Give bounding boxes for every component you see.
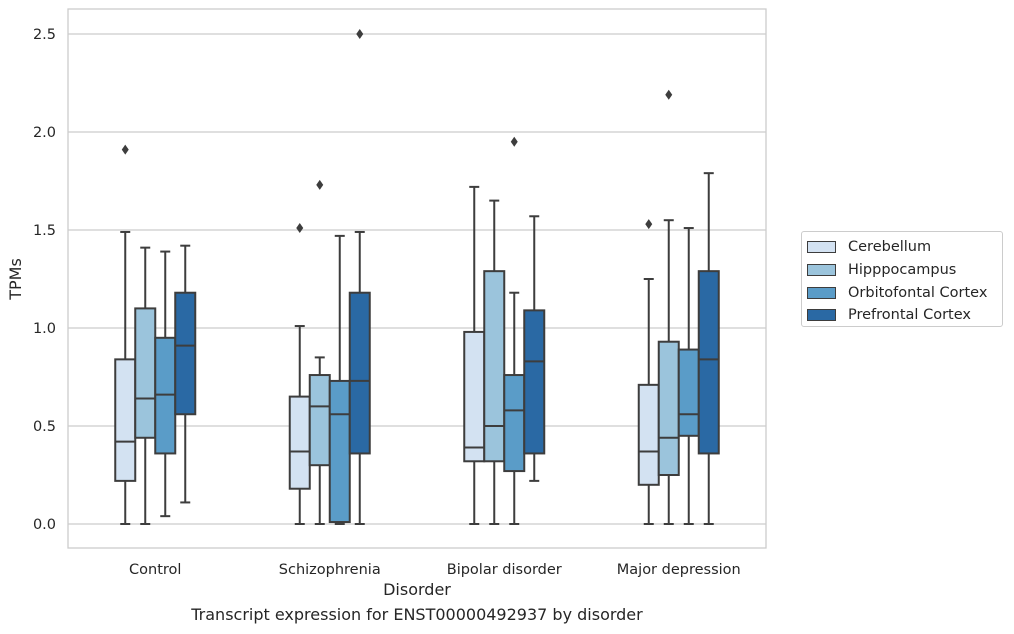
plot-frame: [67, 8, 767, 549]
legend-item-hippocampus: Hipppocampus: [807, 259, 1002, 282]
box-iqr: [288, 395, 311, 490]
box-iqr: [308, 374, 331, 467]
box-2-1: [328, 234, 351, 525]
box-3-0: [174, 244, 197, 504]
x-tick-label: Control: [129, 562, 181, 578]
y-tick-label: 0.5: [33, 419, 56, 435]
box-2-3: [677, 227, 700, 525]
outlier-point: [316, 179, 324, 190]
box-0-1: [288, 223, 311, 525]
box-iqr: [483, 270, 506, 463]
box-iqr: [134, 307, 157, 439]
box-1-0: [134, 246, 157, 525]
legend-swatch: [807, 286, 836, 299]
box-iqr: [328, 379, 351, 524]
outlier-point: [645, 219, 653, 230]
figure-caption: Transcript expression for ENST0000049293…: [191, 605, 643, 624]
box-0-3: [637, 219, 660, 525]
box-iqr: [174, 291, 197, 416]
legend-label: Prefrontal Cortex: [848, 307, 971, 324]
x-tick-label: Schizophrenia: [279, 562, 381, 578]
y-axis-label: TPMs: [6, 258, 25, 301]
legend-label: Cerebellum: [848, 239, 932, 256]
box-iqr: [657, 340, 680, 476]
legend-label: Orbitofontal Cortex: [848, 284, 988, 301]
box-iqr: [503, 374, 526, 473]
box-1-1: [308, 179, 331, 525]
outlier-point: [121, 144, 129, 155]
box-iqr: [348, 291, 371, 455]
legend-item-prefrontal-cortex: Prefrontal Cortex: [807, 304, 1002, 327]
box-iqr: [523, 309, 546, 455]
box-2-0: [154, 250, 177, 518]
outlier-point: [510, 136, 518, 147]
box-3-2: [523, 215, 546, 482]
legend-item-orbitofrontal-cortex: Orbitofontal Cortex: [807, 281, 1002, 304]
x-tick-label: Major depression: [617, 562, 741, 578]
box-3-3: [697, 172, 720, 525]
legend: Cerebellum Hipppocampus Orbitofontal Cor…: [801, 231, 1003, 327]
y-tick-label: 1.0: [33, 321, 56, 337]
box-0-0: [114, 144, 137, 525]
x-tick-labels: Control Schizophrenia Bipolar disorder Majo…: [129, 562, 741, 578]
outlier-point: [296, 223, 304, 234]
y-tick-label: 2.5: [33, 27, 56, 43]
y-tick-label: 0.0: [33, 517, 56, 533]
y-tick-labels: 0.0 0.5 1.0 1.5 2.0 2.5: [33, 27, 56, 533]
outlier-point: [356, 29, 364, 39]
legend-swatch: [807, 241, 836, 254]
boxes: [114, 29, 720, 525]
box-iqr: [697, 270, 720, 455]
box-iqr: [463, 330, 486, 463]
legend-swatch: [807, 309, 836, 322]
box-1-3: [657, 89, 680, 525]
box-0-2: [463, 185, 486, 525]
box-iqr: [637, 383, 660, 486]
box-iqr: [677, 348, 700, 437]
legend-item-cerebellum: Cerebellum: [807, 236, 1002, 259]
y-tick-label: 1.5: [33, 223, 56, 239]
y-tick-label: 2.0: [33, 125, 56, 141]
x-tick-label: Bipolar disorder: [447, 562, 562, 578]
legend-label: Hipppocampus: [848, 262, 957, 279]
box-iqr: [114, 358, 137, 482]
legend-swatch: [807, 264, 836, 277]
box-2-2: [503, 136, 526, 525]
box-3-1: [348, 29, 371, 525]
x-axis-label: Disorder: [383, 580, 451, 599]
outlier-point: [665, 89, 673, 100]
box-1-2: [483, 199, 506, 525]
